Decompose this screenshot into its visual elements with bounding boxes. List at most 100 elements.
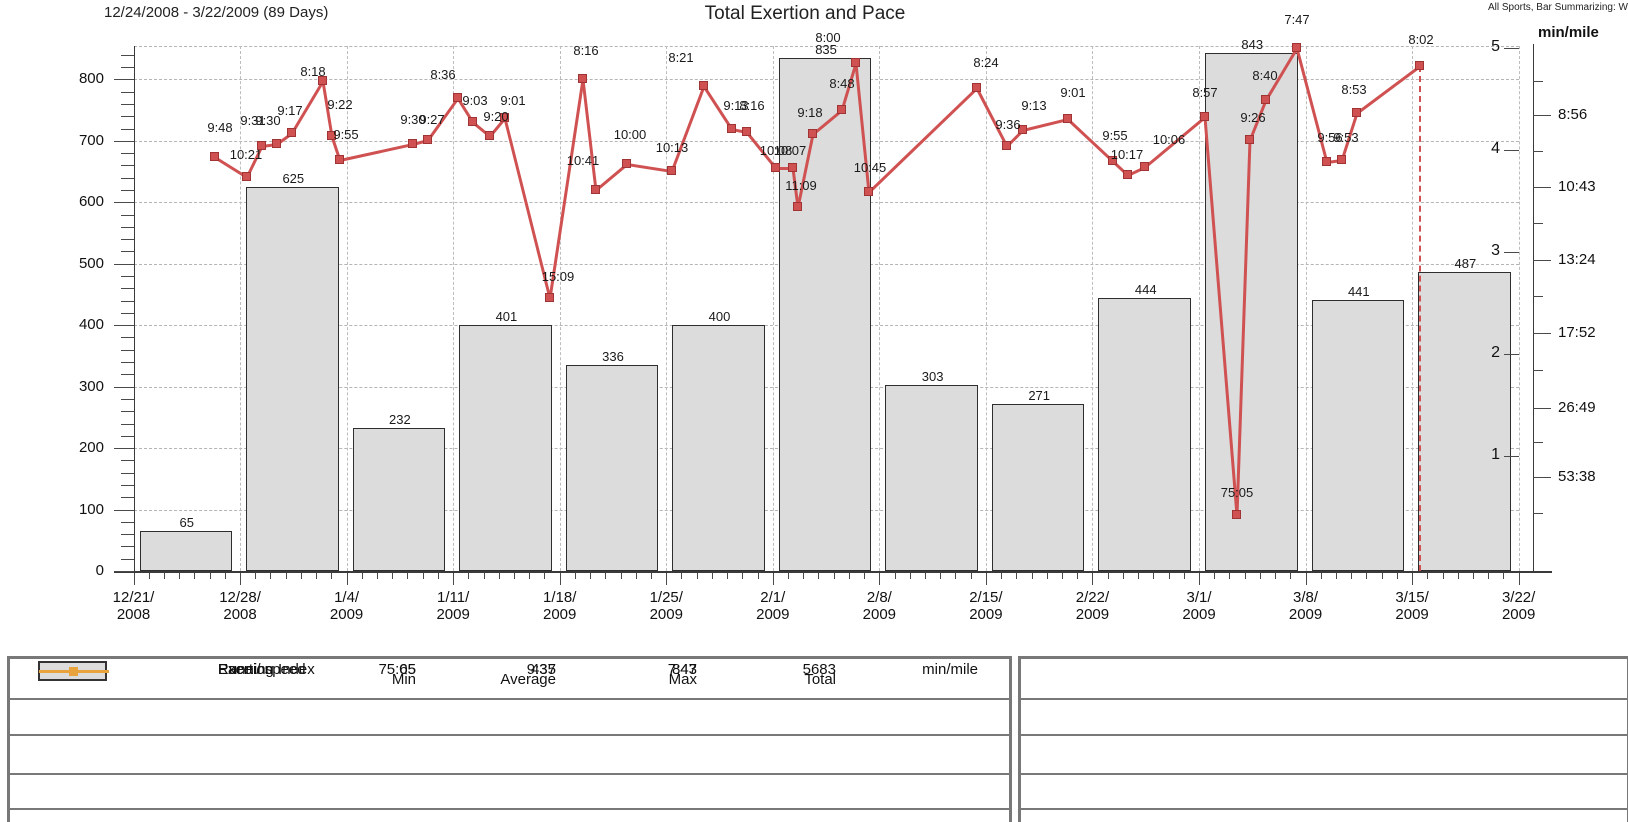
pace-line-segment bbox=[867, 86, 979, 194]
y-axis-minor-tick bbox=[121, 312, 134, 314]
exertion-bar[interactable] bbox=[991, 404, 1085, 571]
pace-data-marker[interactable] bbox=[1261, 95, 1270, 104]
pace-data-marker[interactable] bbox=[851, 58, 860, 67]
pace-data-marker[interactable] bbox=[837, 105, 846, 114]
gridline-week bbox=[1412, 46, 1414, 571]
exertion-bar-value: 843 bbox=[1241, 36, 1264, 52]
pace-data-marker[interactable] bbox=[793, 202, 802, 211]
pace-value-label: 9:01 bbox=[500, 93, 526, 108]
pace-data-marker[interactable] bbox=[327, 131, 336, 140]
right-index-axis-tick bbox=[1504, 48, 1519, 49]
pace-line-segment bbox=[548, 78, 585, 299]
pace-data-marker[interactable] bbox=[578, 74, 587, 83]
exertion-bar[interactable] bbox=[1418, 271, 1511, 571]
pace-data-marker[interactable] bbox=[1108, 156, 1117, 165]
pace-line-segment bbox=[339, 142, 414, 162]
pace-axis-minor-tick bbox=[1533, 513, 1543, 514]
pace-data-marker[interactable] bbox=[408, 139, 417, 148]
gridline-week bbox=[346, 46, 348, 571]
pace-data-marker[interactable] bbox=[453, 93, 462, 102]
pace-axis-minor-tick bbox=[1533, 296, 1543, 297]
pace-data-marker[interactable] bbox=[622, 159, 631, 168]
pace-axis-minor-tick bbox=[1533, 223, 1543, 224]
pace-data-marker[interactable] bbox=[1002, 141, 1011, 150]
gridline-week bbox=[240, 46, 242, 571]
pace-data-marker[interactable] bbox=[1140, 162, 1149, 171]
pace-data-marker[interactable] bbox=[972, 83, 981, 92]
chart-title: Total Exertion and Pace bbox=[704, 3, 906, 24]
pace-data-marker[interactable] bbox=[468, 117, 477, 126]
x-axis-major-tick bbox=[453, 573, 455, 585]
exertion-bar[interactable] bbox=[246, 186, 339, 571]
pace-data-marker[interactable] bbox=[1018, 125, 1027, 134]
pace-data-marker[interactable] bbox=[485, 131, 494, 140]
legend-value-max: 843 bbox=[671, 661, 697, 678]
exertion-bar[interactable] bbox=[352, 428, 446, 571]
y-axis-minor-tick bbox=[121, 521, 134, 523]
pace-data-marker[interactable] bbox=[210, 152, 219, 161]
pace-data-marker[interactable] bbox=[808, 129, 817, 138]
gridline-week bbox=[772, 46, 774, 571]
pace-data-marker[interactable] bbox=[591, 185, 600, 194]
pace-data-marker[interactable] bbox=[1123, 170, 1132, 179]
pace-data-marker[interactable] bbox=[771, 163, 780, 172]
pace-value-label: 9:17 bbox=[277, 103, 303, 118]
pace-data-marker[interactable] bbox=[1292, 43, 1301, 52]
exertion-bar[interactable] bbox=[672, 325, 765, 571]
pace-data-marker[interactable] bbox=[667, 166, 676, 175]
pace-data-marker[interactable] bbox=[1200, 112, 1209, 121]
exertion-bar[interactable] bbox=[459, 324, 552, 571]
pace-data-marker[interactable] bbox=[318, 76, 327, 85]
pace-data-marker[interactable] bbox=[1245, 135, 1254, 144]
pace-data-marker[interactable] bbox=[335, 155, 344, 164]
pace-data-marker[interactable] bbox=[287, 128, 296, 137]
y-axis-minor-tick bbox=[121, 177, 134, 179]
pace-data-marker[interactable] bbox=[545, 293, 554, 302]
pace-value-label: 10:21 bbox=[229, 147, 263, 162]
pace-axis-tick-label: 8:56 bbox=[1558, 106, 1588, 123]
exertion-bar[interactable] bbox=[1311, 300, 1405, 571]
legend-row-divider bbox=[1021, 808, 1627, 810]
pace-data-marker[interactable] bbox=[1232, 510, 1241, 519]
legend-series-row[interactable]: Running Index bbox=[10, 661, 1009, 761]
pace-data-marker[interactable] bbox=[257, 141, 266, 150]
pace-value-label: 8:24 bbox=[973, 55, 999, 70]
legend-stats-table: Min Average Max Total Exertion 65 437 843 5683 Pa… bbox=[0, 630, 1628, 822]
pace-data-marker[interactable] bbox=[1322, 157, 1331, 166]
pace-data-marker[interactable] bbox=[500, 113, 509, 122]
exertion-bar[interactable] bbox=[139, 531, 233, 571]
x-axis-minor-tick bbox=[331, 573, 333, 579]
gridline-week bbox=[1092, 46, 1094, 571]
pace-data-marker[interactable] bbox=[423, 135, 432, 144]
x-axis-date-label: 2/22/ bbox=[1075, 589, 1110, 606]
pace-data-marker[interactable] bbox=[242, 172, 251, 181]
pace-data-marker[interactable] bbox=[1337, 155, 1346, 164]
pace-data-marker[interactable] bbox=[727, 124, 736, 133]
exertion-bar[interactable] bbox=[1098, 298, 1191, 571]
pace-data-marker[interactable] bbox=[864, 187, 873, 196]
y-axis-major-tick bbox=[114, 325, 134, 327]
exertion-bar[interactable] bbox=[778, 57, 872, 571]
y-axis-minor-tick bbox=[121, 337, 134, 339]
pace-data-marker[interactable] bbox=[699, 81, 708, 90]
pace-data-marker[interactable] bbox=[742, 127, 751, 136]
legend-row-divider bbox=[10, 808, 1009, 810]
pace-data-marker[interactable] bbox=[1352, 108, 1361, 117]
exertion-bar[interactable] bbox=[885, 384, 978, 571]
gridline-week bbox=[879, 46, 881, 571]
y-axis-minor-tick bbox=[121, 288, 134, 290]
exertion-bar[interactable] bbox=[565, 364, 659, 571]
pace-data-marker[interactable] bbox=[1415, 61, 1424, 70]
pace-data-marker[interactable] bbox=[272, 139, 281, 148]
x-axis-minor-tick bbox=[1062, 573, 1063, 579]
pace-data-marker[interactable] bbox=[788, 163, 797, 172]
x-axis-minor-tick bbox=[757, 573, 759, 579]
pace-data-marker[interactable] bbox=[1063, 114, 1072, 123]
exertion-bar-value: 303 bbox=[921, 368, 944, 384]
x-axis-major-tick bbox=[772, 573, 774, 585]
gridline-week bbox=[1305, 46, 1307, 571]
x-axis-minor-tick bbox=[925, 573, 926, 579]
x-axis-date-label: 2/8/ bbox=[866, 589, 892, 606]
x-axis-minor-tick bbox=[1001, 573, 1003, 579]
